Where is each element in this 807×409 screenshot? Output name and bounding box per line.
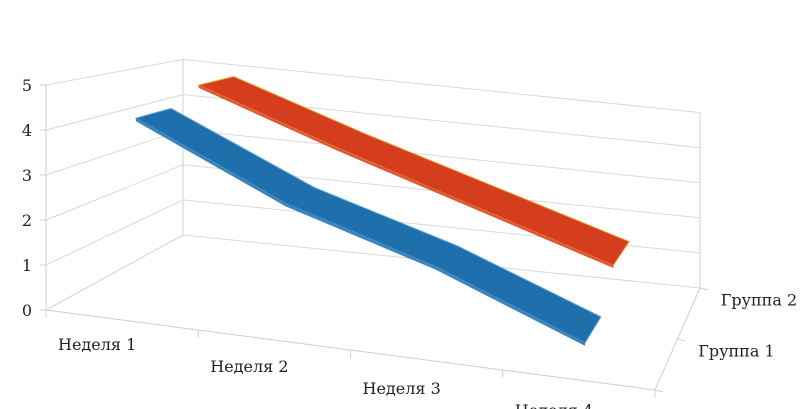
y-tick-label: 0: [22, 301, 32, 320]
gridline-0: [45, 234, 701, 311]
gridline-1: [45, 199, 701, 266]
gridline-5: [45, 58, 701, 113]
y-tick-label: 5: [22, 76, 32, 95]
ribbon-top-1: [134, 107, 602, 344]
y-tick-label: 1: [22, 256, 32, 275]
z-tick-mark-2: [699, 287, 709, 291]
x-category-label: Неделя 4: [515, 401, 593, 409]
x-category-label: Неделя 1: [58, 335, 136, 354]
y-tick-label: 4: [22, 121, 32, 140]
x-category-label: Неделя 3: [362, 379, 440, 398]
axis-labels: 0 1 2 3 4 5 Неделя 1 Неделя 2 Неделя 3 Неделя 4 Гр…: [22, 76, 797, 409]
ribbon-top-2: [197, 76, 630, 266]
x-category-label: Неделя 2: [210, 357, 288, 376]
z-tick-mark-0: [654, 389, 664, 393]
y-tick-label: 3: [22, 166, 32, 185]
floor-edge: [45, 287, 701, 391]
gridline-4: [45, 94, 701, 149]
y-tick-label: 2: [22, 211, 32, 230]
z-series-label: Группа 1: [698, 342, 774, 361]
series-group: [134, 76, 630, 346]
ribbon-face-2: [198, 85, 614, 269]
z-series-label: Группа 2: [721, 291, 797, 310]
z-tick-mark-1: [677, 338, 686, 342]
